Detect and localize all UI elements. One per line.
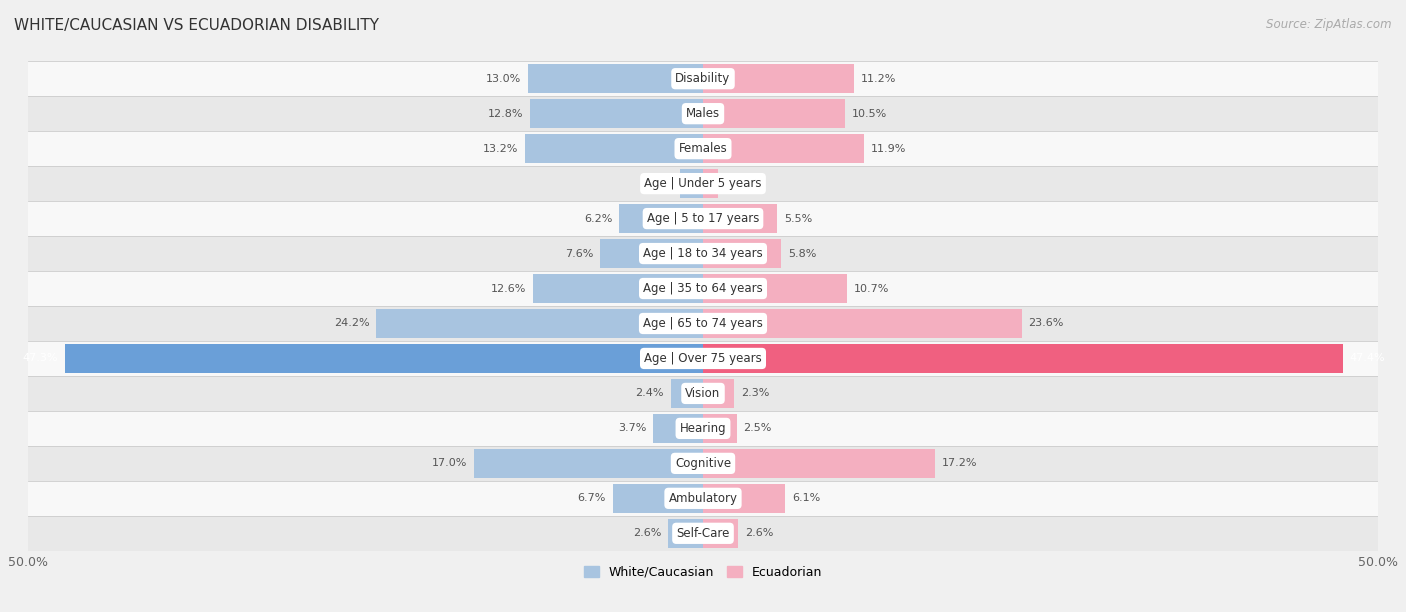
Bar (703, 204, 778, 233)
Text: Age | 35 to 64 years: Age | 35 to 64 years (643, 282, 763, 295)
Text: Disability: Disability (675, 72, 731, 85)
Bar (703, 449, 935, 478)
Text: 6.7%: 6.7% (578, 493, 606, 503)
Bar (530, 99, 703, 128)
Bar (28, 201, 1378, 236)
Bar (28, 481, 1378, 516)
Text: 2.6%: 2.6% (745, 528, 773, 539)
Text: 2.6%: 2.6% (633, 528, 661, 539)
Text: 47.4%: 47.4% (1350, 354, 1385, 364)
Bar (28, 516, 1378, 551)
Bar (28, 446, 1378, 481)
Text: 13.2%: 13.2% (482, 144, 517, 154)
Text: 3.7%: 3.7% (617, 424, 647, 433)
Text: 17.0%: 17.0% (432, 458, 467, 468)
Text: Age | Under 5 years: Age | Under 5 years (644, 177, 762, 190)
Bar (619, 204, 703, 233)
Text: Age | 65 to 74 years: Age | 65 to 74 years (643, 317, 763, 330)
Text: Self-Care: Self-Care (676, 527, 730, 540)
Text: 10.7%: 10.7% (855, 283, 890, 294)
Bar (28, 341, 1378, 376)
Text: Males: Males (686, 107, 720, 120)
Text: 2.3%: 2.3% (741, 389, 769, 398)
Bar (474, 449, 703, 478)
Text: 17.2%: 17.2% (942, 458, 977, 468)
Bar (533, 274, 703, 303)
Text: Ambulatory: Ambulatory (668, 492, 738, 505)
Bar (28, 376, 1378, 411)
Bar (28, 96, 1378, 131)
Bar (377, 309, 703, 338)
Text: Hearing: Hearing (679, 422, 727, 435)
Bar (703, 64, 855, 93)
Bar (65, 344, 703, 373)
Bar (28, 411, 1378, 446)
Text: 2.5%: 2.5% (744, 424, 772, 433)
Bar (703, 239, 782, 268)
Text: Age | Over 75 years: Age | Over 75 years (644, 352, 762, 365)
Bar (703, 170, 718, 198)
Text: 47.3%: 47.3% (22, 354, 58, 364)
Text: 23.6%: 23.6% (1028, 318, 1064, 329)
Bar (703, 484, 786, 513)
Text: 11.9%: 11.9% (870, 144, 905, 154)
Text: 5.5%: 5.5% (785, 214, 813, 223)
Text: Age | 18 to 34 years: Age | 18 to 34 years (643, 247, 763, 260)
Bar (28, 236, 1378, 271)
Text: Females: Females (679, 142, 727, 155)
Bar (681, 170, 703, 198)
Bar (703, 309, 1022, 338)
Text: 24.2%: 24.2% (335, 318, 370, 329)
Text: 1.1%: 1.1% (724, 179, 752, 188)
Text: 7.6%: 7.6% (565, 248, 593, 258)
Bar (652, 414, 703, 442)
Bar (703, 414, 737, 442)
Bar (28, 61, 1378, 96)
Bar (703, 274, 848, 303)
Bar (524, 134, 703, 163)
Text: 12.8%: 12.8% (488, 109, 523, 119)
Bar (703, 379, 734, 408)
Bar (703, 344, 1343, 373)
Bar (28, 306, 1378, 341)
Text: 5.8%: 5.8% (787, 248, 817, 258)
Text: 1.7%: 1.7% (645, 179, 673, 188)
Text: 12.6%: 12.6% (491, 283, 526, 294)
Bar (527, 64, 703, 93)
Bar (703, 519, 738, 548)
Text: Cognitive: Cognitive (675, 457, 731, 470)
Legend: White/Caucasian, Ecuadorian: White/Caucasian, Ecuadorian (579, 561, 827, 584)
Text: Age | 5 to 17 years: Age | 5 to 17 years (647, 212, 759, 225)
Bar (28, 271, 1378, 306)
Text: Source: ZipAtlas.com: Source: ZipAtlas.com (1267, 18, 1392, 31)
Text: 6.2%: 6.2% (583, 214, 613, 223)
Bar (668, 519, 703, 548)
Bar (28, 166, 1378, 201)
Text: 10.5%: 10.5% (852, 109, 887, 119)
Bar (28, 131, 1378, 166)
Bar (703, 134, 863, 163)
Text: WHITE/CAUCASIAN VS ECUADORIAN DISABILITY: WHITE/CAUCASIAN VS ECUADORIAN DISABILITY (14, 18, 380, 34)
Bar (671, 379, 703, 408)
Bar (703, 99, 845, 128)
Text: 2.4%: 2.4% (636, 389, 664, 398)
Text: Vision: Vision (685, 387, 721, 400)
Bar (600, 239, 703, 268)
Text: 6.1%: 6.1% (792, 493, 820, 503)
Text: 13.0%: 13.0% (485, 73, 520, 84)
Bar (613, 484, 703, 513)
Text: 11.2%: 11.2% (860, 73, 896, 84)
